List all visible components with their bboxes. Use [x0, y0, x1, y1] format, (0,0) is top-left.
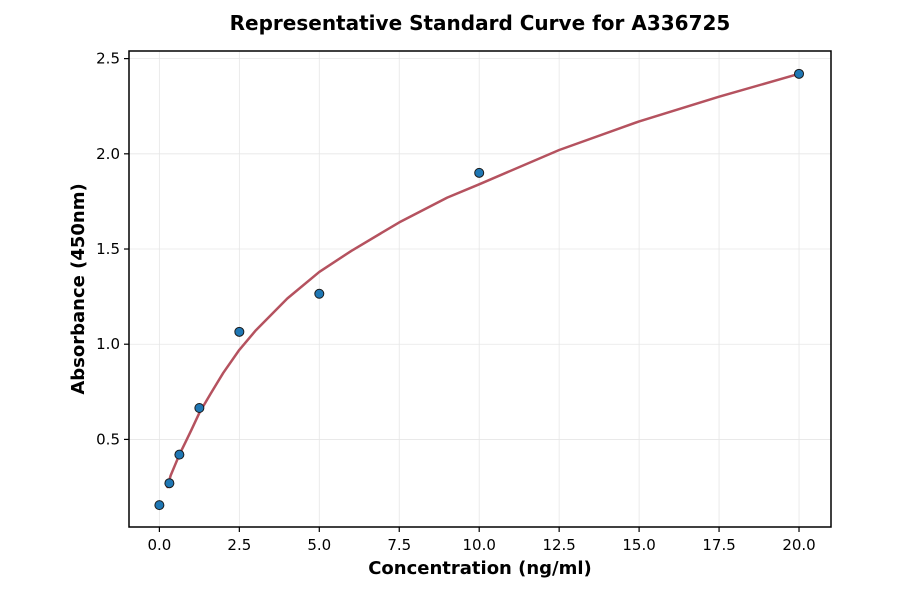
data-point [154, 500, 165, 511]
chart-title: Representative Standard Curve for A33672… [230, 11, 731, 35]
data-point [174, 449, 185, 460]
y-axis-ticks: 0.5 1.0 1.5 2.0 2.5 [96, 50, 129, 448]
fit-curve-line [166, 72, 801, 489]
y-tick-label: 2.0 [96, 145, 120, 163]
data-point [164, 478, 175, 489]
x-tick-label: 0.0 [147, 536, 171, 554]
y-tick-label: 1.0 [96, 335, 120, 353]
x-tick-label: 5.0 [307, 536, 331, 554]
grid [129, 51, 831, 527]
x-tick-label: 17.5 [702, 536, 735, 554]
x-tick-label: 2.5 [227, 536, 251, 554]
x-axis-ticks: 0.0 2.5 5.0 7.5 10.0 12.5 15.0 17.5 20.0 [147, 527, 816, 554]
x-tick-label: 20.0 [782, 536, 815, 554]
data-point [194, 403, 205, 413]
data-point [474, 167, 485, 178]
y-tick-label: 2.5 [96, 50, 120, 68]
data-point [314, 288, 325, 299]
x-tick-label: 10.0 [462, 536, 495, 554]
x-axis-label: Concentration (ng/ml) [368, 558, 592, 579]
y-tick-label: 0.5 [96, 430, 120, 448]
x-tick-label: 15.0 [622, 536, 655, 554]
x-tick-label: 12.5 [542, 536, 575, 554]
fit-curve-layer [166, 72, 801, 489]
data-point [794, 68, 805, 79]
y-axis-label: Absorbance (450nm) [68, 183, 89, 394]
y-tick-label: 1.5 [96, 240, 120, 258]
plot-frame [128, 50, 832, 528]
x-tick-label: 7.5 [387, 536, 411, 554]
data-point [234, 326, 245, 337]
data-points-layer [154, 68, 805, 511]
